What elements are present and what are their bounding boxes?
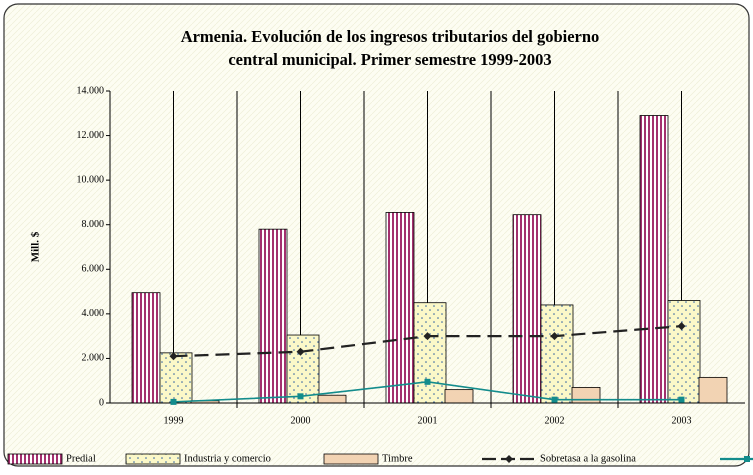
chart-subtitle: central municipal. Primer semestre 1999-… — [228, 50, 551, 69]
legend-marker — [744, 456, 750, 462]
marker — [423, 332, 432, 341]
bar — [131, 292, 161, 404]
chart-frame — [3, 3, 750, 467]
legend-label: Timbre — [382, 453, 413, 464]
legend-label: Predial — [66, 453, 96, 464]
bar — [317, 394, 347, 404]
x-tick-label: 2003 — [672, 415, 692, 426]
marker — [550, 332, 559, 341]
y-axis-label: Mill. $ — [30, 231, 42, 262]
bar — [540, 304, 574, 404]
bar — [639, 115, 669, 404]
legend-marker — [505, 455, 513, 463]
y-tick-label: 8.000 — [82, 219, 105, 230]
x-tick-label: 2002 — [545, 415, 565, 426]
marker — [170, 398, 177, 405]
y-tick-label: 6.000 — [82, 264, 105, 275]
bar — [698, 376, 728, 404]
bar — [444, 389, 474, 404]
marker — [678, 396, 685, 403]
bar — [159, 352, 193, 404]
bar — [413, 302, 447, 404]
marker — [677, 322, 686, 331]
x-tick-label: 2000 — [291, 415, 311, 426]
bar — [286, 334, 320, 404]
bar — [385, 212, 415, 404]
y-tick-label: 12.000 — [77, 130, 105, 141]
bar — [571, 386, 601, 404]
x-tick-label: 1999 — [164, 415, 184, 426]
bar — [258, 228, 288, 404]
legend-swatch — [323, 453, 379, 465]
marker — [169, 352, 178, 361]
marker — [424, 378, 431, 385]
legend-label: Industria y comercio — [184, 453, 271, 464]
y-tick-label: 10.000 — [77, 174, 105, 185]
x-tick-label: 2001 — [418, 415, 438, 426]
y-tick-label: 14.000 — [77, 85, 105, 96]
bar — [667, 300, 701, 404]
marker — [297, 393, 304, 400]
legend-swatch — [125, 453, 181, 465]
y-tick-label: 2.000 — [82, 353, 105, 364]
legend-swatch — [7, 453, 63, 465]
y-tick-label: 0 — [99, 397, 104, 408]
y-tick-label: 4.000 — [82, 308, 105, 319]
chart-title: Armenia. Evolución de los ingresos tribu… — [181, 27, 600, 46]
legend-label: Sobretasa a la gasolina — [540, 453, 636, 464]
marker — [296, 347, 305, 356]
bar — [512, 214, 542, 404]
marker — [551, 396, 558, 403]
